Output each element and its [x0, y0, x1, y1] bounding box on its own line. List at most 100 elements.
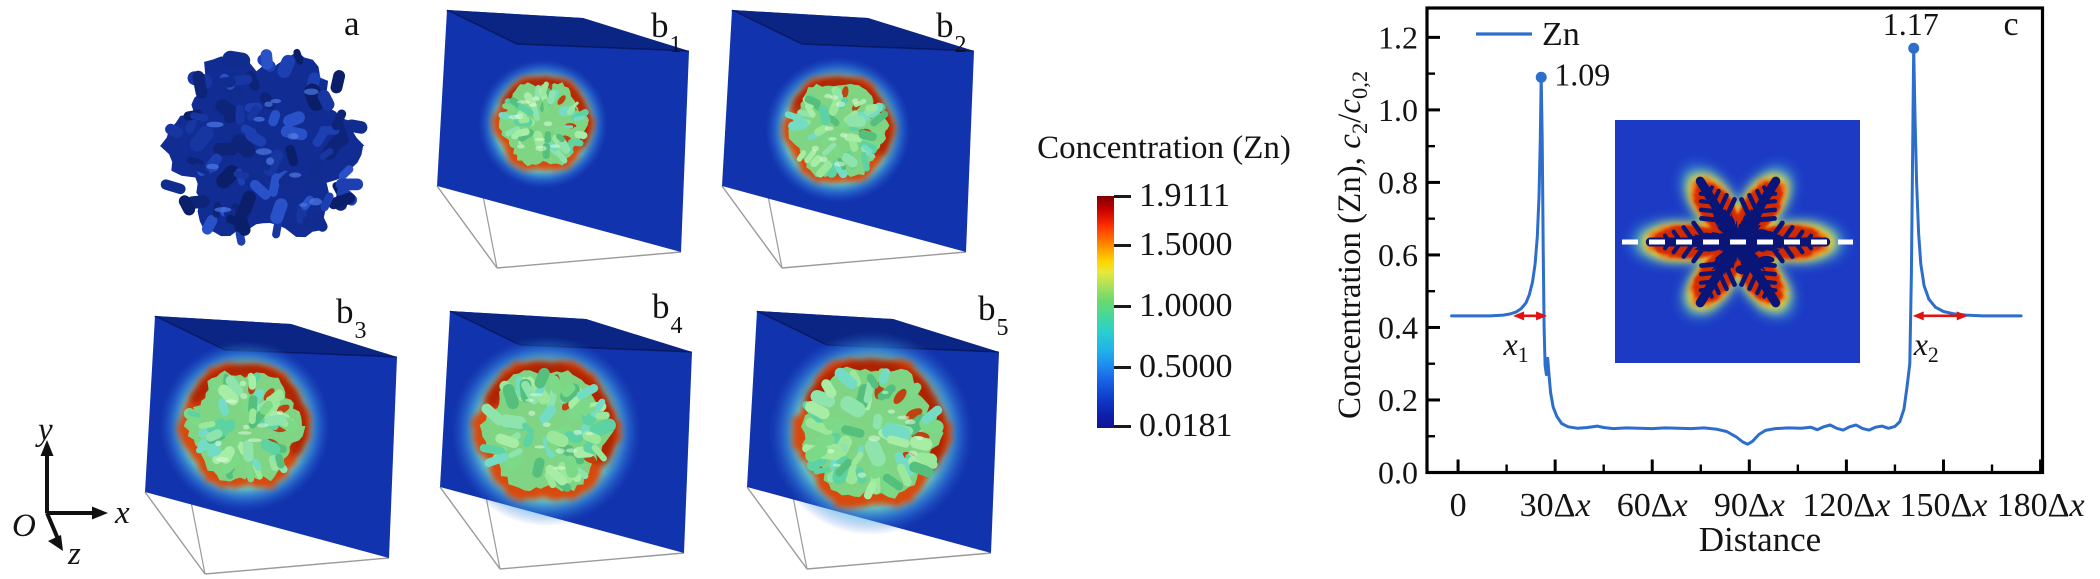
dendrite-rod — [319, 148, 334, 160]
dendrite-rod — [178, 195, 196, 216]
peak-marker — [1535, 71, 1547, 83]
peak-value-annotation: 1.17 — [1883, 6, 1939, 42]
colorbar-gradient — [1097, 196, 1114, 428]
y-tick-label: 0.2 — [1378, 382, 1418, 418]
panel-a-3d-dendrite — [160, 48, 368, 246]
dendrite-rod — [272, 218, 283, 239]
dendrite-rod — [215, 99, 240, 121]
y-tick-label: 0.0 — [1378, 455, 1418, 491]
y-tick-label: 0.6 — [1378, 237, 1418, 273]
panel-label-b4: b4 — [652, 287, 683, 339]
x-tick-label: 120Δx — [1802, 487, 1890, 524]
arrow-label: x1 — [1503, 326, 1529, 367]
diffusion-width-arrow — [1513, 311, 1548, 321]
colorbar-tick-mark — [1114, 366, 1131, 369]
dendrite-rod — [330, 70, 346, 94]
dendrite-rod — [192, 70, 208, 99]
x-tick-label: 30Δx — [1520, 487, 1591, 524]
x-tick-label: 60Δx — [1617, 487, 1688, 524]
colorbar-tick-label: 1.9111 — [1139, 177, 1230, 214]
dendrite-rod — [185, 117, 197, 134]
triad-z-label: z — [68, 536, 81, 572]
dendrite-rod — [293, 48, 304, 65]
dendrite-rod — [246, 105, 261, 122]
chart-axes — [1425, 6, 2045, 475]
dendrite-rod — [270, 198, 288, 224]
dendrite-rod — [302, 216, 319, 231]
arrow-label: x2 — [1913, 326, 1939, 367]
panel-b1-3d-box — [436, 9, 690, 269]
dendrite-rod — [283, 111, 305, 128]
triad-x-label: x — [115, 495, 130, 531]
dendrite-rod — [231, 74, 253, 86]
dendrite-rod — [312, 211, 328, 232]
colorbar-tick-label: 0.0181 — [1139, 407, 1233, 444]
colorbar-tick-label: 0.5000 — [1139, 348, 1233, 385]
triad-y-label: y — [38, 412, 53, 448]
panel-b3-3d-box — [144, 315, 398, 575]
y-tick-label: 1.2 — [1378, 19, 1418, 55]
dendrite-rod — [193, 162, 210, 175]
x-tick-label: 0 — [1450, 487, 1467, 524]
dendrite-rod — [189, 125, 214, 152]
diffusion-width-arrow — [1912, 311, 1968, 321]
dendrite-rod — [233, 170, 250, 180]
coordinate-triad — [40, 440, 108, 551]
dendrite-rod — [249, 179, 271, 200]
dendrite-rod — [331, 109, 347, 131]
y-tick-label: 1.0 — [1378, 92, 1418, 128]
dendrite-rod — [260, 49, 273, 70]
panel-label-c: c — [2003, 6, 2018, 43]
y-tick-label: 0.8 — [1378, 164, 1418, 200]
dendrite-rod — [335, 178, 364, 191]
dendrite-rod — [165, 123, 184, 139]
dendrite-rod — [238, 190, 256, 216]
dendrite-rod — [231, 134, 256, 158]
legend-label-zn: Zn — [1542, 16, 1580, 53]
dendrite-rod — [160, 179, 186, 195]
panel-b5-3d-box — [746, 310, 1000, 570]
y-tick-label: 0.4 — [1378, 309, 1418, 345]
triad-origin-label: O — [12, 508, 36, 544]
peak-value-annotation: 1.09 — [1554, 56, 1610, 92]
dendrite-rod — [277, 54, 296, 79]
x-tick-label: 90Δx — [1714, 487, 1785, 524]
x-axis-label: Distance — [1699, 520, 1821, 559]
y-axis-label: Concentration (Zn), c2/c0,2 — [1332, 71, 1372, 419]
dendrite-rod — [217, 76, 236, 89]
panel-b4-3d-box — [439, 310, 693, 570]
dendrite-rod — [258, 155, 271, 171]
panel-label-b2: b2 — [936, 6, 967, 58]
dendrite-rod — [222, 50, 251, 69]
dendrite-rod — [317, 89, 335, 111]
peak-marker — [1908, 42, 1920, 54]
panel-label-b1: b1 — [651, 6, 682, 58]
dendrite-rod — [213, 142, 238, 156]
dendrite-rod — [320, 192, 334, 212]
dendrite-rod — [280, 125, 308, 141]
dendrite-rod — [201, 215, 218, 235]
dendrite-rod — [285, 144, 299, 167]
colorbar-tick-label: 1.0000 — [1139, 287, 1233, 324]
panel-label-b3: b3 — [336, 292, 367, 344]
dendrite-rod — [240, 124, 257, 138]
dendrite-rod — [306, 158, 324, 183]
dendrite-rod — [190, 112, 209, 122]
panel-label-b5: b5 — [978, 289, 1009, 341]
colorbar-tick-label: 1.5000 — [1139, 226, 1233, 263]
colorbar-title: Concentration (Zn) — [1037, 130, 1291, 166]
panel-label-a: a — [344, 4, 360, 43]
x-tick-label: 180Δx — [1997, 487, 2085, 524]
colorbar-tick-mark — [1114, 244, 1131, 247]
dendrite-rod — [235, 104, 245, 125]
inset-2d-dendrite-slice — [1615, 120, 1860, 363]
colorbar-tick-mark — [1114, 305, 1131, 308]
dendrite-rod — [235, 215, 251, 236]
colorbar-tick-mark — [1114, 195, 1131, 198]
zn-concentration-line — [1450, 46, 2023, 446]
dendrite-rod — [216, 165, 240, 189]
dendrite-rod — [278, 171, 293, 187]
panel-c-line-chart: 0 30Δx 60Δx 90Δx 120Δx 150Δx 180Δx 0.0 0.2 0.4 0.6… — [1332, 6, 2085, 559]
dendrite-rod — [328, 192, 356, 210]
